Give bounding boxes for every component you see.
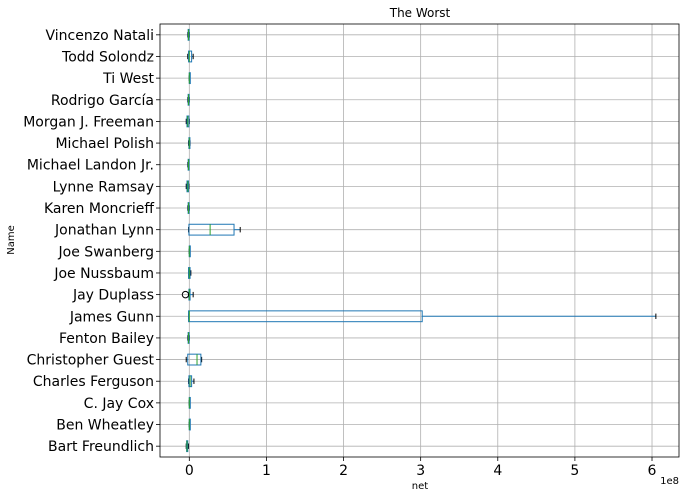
category-label: Jonathan Lynn [54,223,154,239]
category-label: Fenton Bailey [59,331,154,347]
category-label: Ti West [102,71,154,87]
category-label: Joe Nussbaum [53,266,154,282]
box-15 [185,115,190,128]
box-4 [185,353,203,366]
category-label: Todd Solondz [61,49,154,65]
x-axis-offset-label: 1e8 [660,476,679,487]
chart-title: The Worst [389,6,451,20]
x-tick-label: 5 [570,463,579,479]
boxes-layer [181,28,657,453]
iqr-box [187,353,202,366]
x-tick-label: 2 [339,463,348,479]
category-label: Vincenzo Natali [46,28,154,44]
x-tick-label: 0 [185,463,194,479]
category-label: Joe Swanberg [58,244,154,260]
iqr-box [188,50,193,63]
category-label: James Gunn [69,309,154,325]
category-label: Morgan J. Freeman [23,114,154,130]
category-label: Michael Polish [55,136,154,152]
category-label: Bart Freundlich [48,439,154,455]
x-tick-label: 3 [416,463,425,479]
category-label: Rodrigo García [51,93,154,109]
x-tick-label: 6 [648,463,657,479]
x-tick-label: 1 [262,463,271,479]
box-1 [188,418,191,431]
box-0 [185,440,190,453]
box-3 [188,375,195,388]
flier-point [181,290,190,299]
x-axis-label: net [412,481,428,492]
box-5 [187,332,190,344]
iqr-box [188,310,423,323]
box-13 [187,158,190,171]
box-12 [185,180,190,193]
category-label: Christopher Guest [27,353,155,369]
x-axis-ticks: 0 1 2 3 4 5 6 [185,457,657,479]
iqr-box [188,223,235,236]
y-axis-ticks: Bart Freundlich Ben Wheatley C. Jay Cox Cha… [23,28,160,455]
category-label: Michael Landon Jr. [27,158,154,174]
x-tick-label: 4 [493,463,502,479]
box-17 [188,72,191,85]
box-10 [188,223,241,236]
box-19 [187,28,190,41]
box-9 [188,245,191,258]
plot-frame [159,23,680,458]
category-label: Karen Moncrieff [44,201,154,217]
box-16 [187,93,190,106]
box-11 [187,202,190,214]
category-label: Ben Wheatley [56,418,154,434]
box-18 [187,50,194,63]
box-2 [188,396,191,409]
grid-lines [160,24,679,457]
y-axis-label: Name [6,225,17,255]
box-14 [188,137,191,149]
category-label: Jay Duplass [72,288,154,304]
category-label: C. Jay Cox [84,396,154,412]
category-label: Charles Ferguson [33,374,154,390]
box-8 [188,267,192,279]
box-7 [181,288,194,301]
box-6 [188,310,657,323]
category-label: Lynne Ramsay [53,179,154,195]
